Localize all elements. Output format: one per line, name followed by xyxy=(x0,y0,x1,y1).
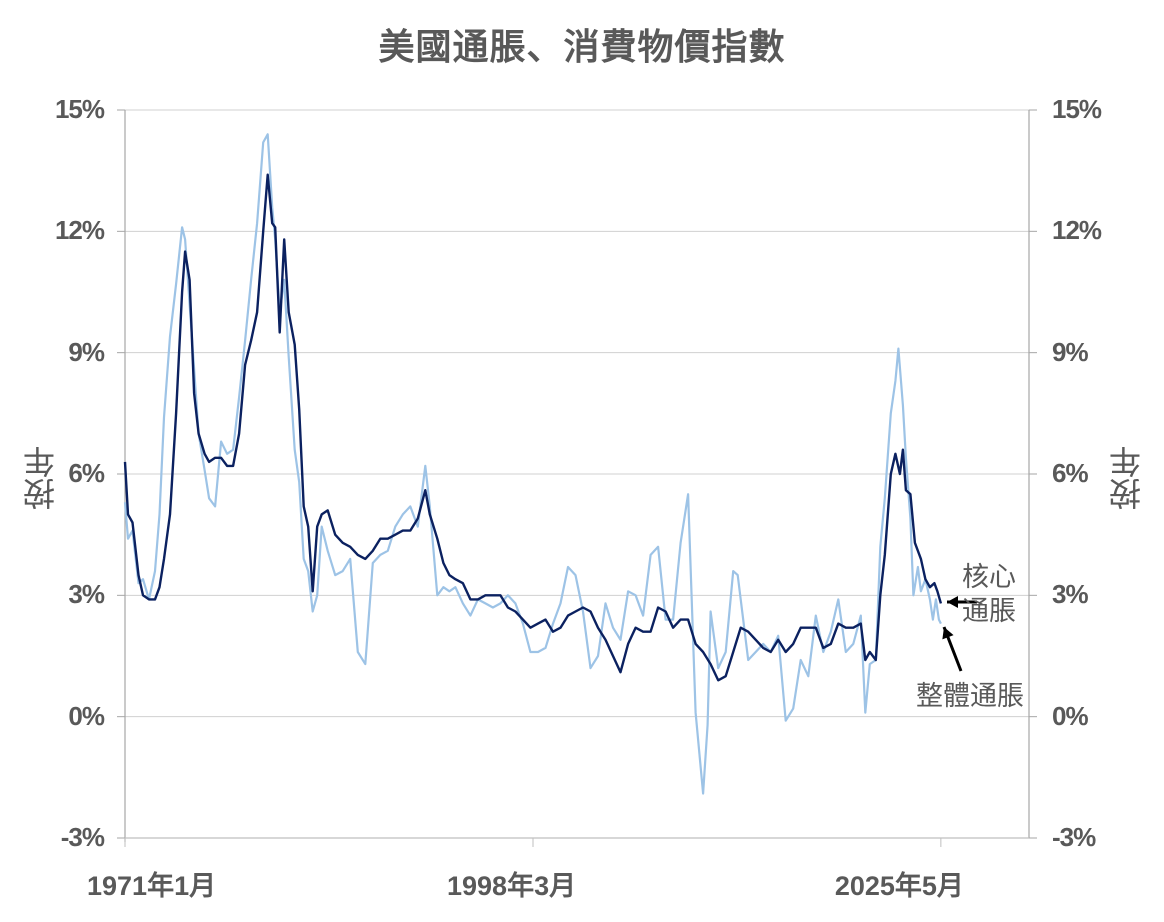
y-tick-label: 9% xyxy=(68,336,105,367)
y-tick-label: 15% xyxy=(1052,94,1102,124)
y-tick-label: 0% xyxy=(1052,700,1089,731)
axes xyxy=(117,109,1037,847)
annotation-core-line1: 核心 xyxy=(962,562,1016,593)
y-axis-label-right: 按年 xyxy=(1108,446,1146,510)
x-tick-label: 1971年1月 xyxy=(87,871,217,901)
y-axis-label-left: 按年 xyxy=(22,446,60,510)
y-tick-label: 3% xyxy=(1052,579,1089,610)
series-lines xyxy=(123,133,943,795)
gridlines xyxy=(125,109,1029,839)
y-tick-label: -3% xyxy=(60,822,105,852)
annotation-arrows xyxy=(942,596,977,672)
annotation-headline-inflation: 整體通脹 xyxy=(916,681,1024,712)
y-tick-label: 9% xyxy=(1052,336,1089,367)
headline-inflation-line xyxy=(123,133,942,795)
arrow-core-icon xyxy=(947,596,977,608)
y-tick-label: 0% xyxy=(68,700,105,731)
annotation-core-inflation: 核心 通脹 xyxy=(962,561,1016,629)
y-tick-label: 3% xyxy=(68,579,105,610)
annotation-core-line2: 通脹 xyxy=(962,596,1016,627)
arrow-headline-icon xyxy=(942,626,963,672)
core-inflation-line xyxy=(123,173,943,682)
y-tick-label: 12% xyxy=(1052,215,1102,246)
y-tick-label: 6% xyxy=(1052,458,1089,488)
y-tick-label: 12% xyxy=(54,215,105,246)
x-tick-label: 1998年3月 xyxy=(447,871,577,901)
y-tick-label: 15% xyxy=(54,94,105,124)
x-tick-label: 2025年5月 xyxy=(834,871,964,901)
y-tick-label: -3% xyxy=(1052,822,1096,852)
chart-title: 美國通脹、消費物價指數 xyxy=(378,27,786,68)
y-tick-label: 6% xyxy=(68,458,105,488)
